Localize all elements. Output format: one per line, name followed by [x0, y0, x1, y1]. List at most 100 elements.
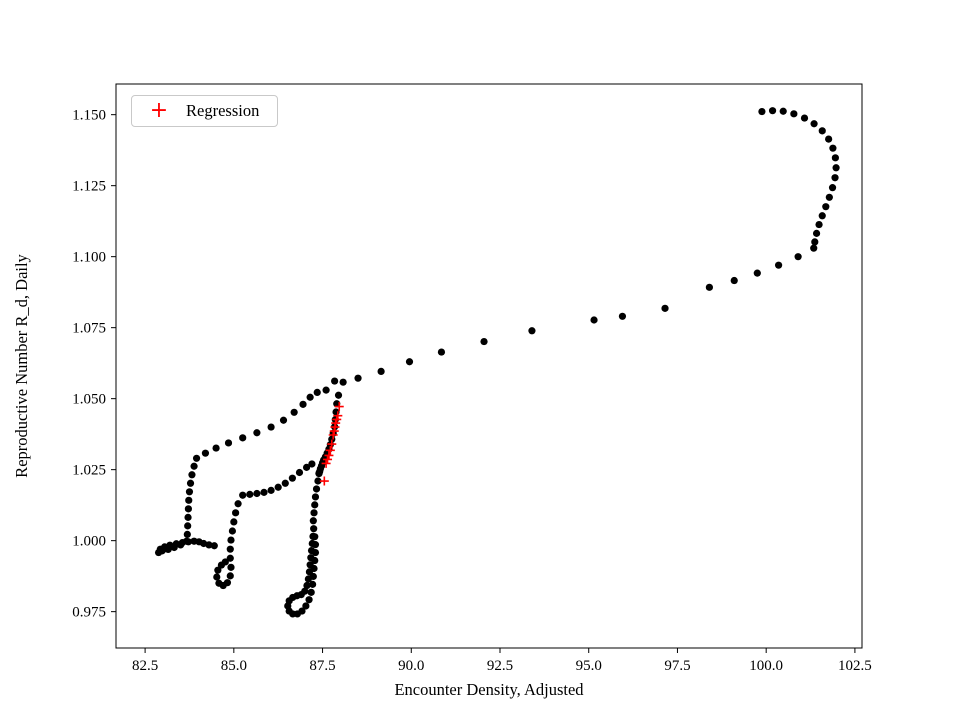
- data-point: [307, 554, 315, 562]
- data-point: [354, 374, 362, 382]
- data-point: [305, 596, 313, 604]
- data-point: [306, 561, 314, 569]
- data-point: [301, 587, 309, 595]
- data-point: [331, 377, 339, 385]
- data-point: [309, 580, 317, 588]
- data-point: [832, 164, 840, 172]
- data-point: [310, 525, 318, 533]
- regression-point: [319, 476, 329, 486]
- data-point: [228, 527, 237, 535]
- regression-point: [324, 450, 334, 460]
- data-point: [215, 579, 223, 587]
- data-point: [480, 337, 488, 346]
- data-point: [825, 193, 833, 201]
- data-point: [308, 539, 316, 548]
- data-point: [184, 538, 192, 546]
- legend: + Regression: [131, 95, 279, 127]
- data-point: [188, 471, 196, 479]
- data-point: [239, 434, 247, 442]
- data-point: [303, 581, 311, 590]
- y-tick-label: 1.150: [72, 108, 106, 124]
- data-point: [166, 541, 174, 549]
- regression-point: [323, 454, 333, 464]
- x-tick-label: 95.0: [576, 658, 602, 674]
- data-point: [279, 416, 288, 424]
- data-point: [322, 386, 330, 394]
- y-tick-label: 1.025: [72, 463, 106, 479]
- data-point: [302, 602, 310, 610]
- data-point: [214, 566, 222, 574]
- data-point: [260, 488, 268, 496]
- x-tick-label: 102.5: [838, 658, 872, 674]
- regression-plus-icon: +: [149, 98, 169, 123]
- data-point: [232, 509, 240, 517]
- x-tick-label: 85.0: [221, 658, 247, 674]
- x-tick-label: 87.5: [309, 658, 335, 674]
- data-point: [311, 501, 319, 509]
- data-point: [311, 493, 320, 501]
- data-point: [405, 358, 414, 366]
- data-point: [309, 532, 317, 540]
- data-point: [253, 489, 261, 498]
- data-point: [267, 423, 275, 431]
- data-point: [213, 573, 221, 581]
- data-point: [227, 536, 235, 544]
- data-point: [312, 485, 321, 493]
- data-point: [305, 568, 314, 576]
- data-point: [205, 541, 213, 549]
- regression-point: [328, 430, 338, 440]
- data-point: [828, 184, 837, 192]
- data-point: [224, 439, 233, 447]
- data-point: [274, 483, 282, 491]
- y-tick-label: 0.975: [72, 605, 106, 621]
- data-point: [226, 572, 234, 580]
- regression-point: [329, 426, 339, 436]
- data-point: [822, 203, 830, 211]
- data-point: [288, 474, 296, 482]
- data-point: [239, 491, 247, 499]
- data-point: [306, 393, 314, 401]
- data-point: [230, 518, 238, 526]
- data-point: [339, 378, 347, 386]
- data-point: [172, 540, 180, 548]
- data-point: [811, 238, 819, 246]
- data-point: [221, 558, 229, 566]
- data-point: [212, 444, 220, 452]
- y-tick-label: 1.075: [72, 321, 106, 337]
- data-point: [590, 316, 598, 324]
- data-point: [818, 212, 826, 220]
- data-point: [334, 391, 343, 399]
- data-point: [377, 367, 385, 375]
- data-point: [192, 454, 201, 462]
- data-point: [831, 174, 839, 182]
- data-point: [290, 408, 298, 416]
- data-point: [437, 348, 446, 356]
- data-point: [183, 530, 191, 539]
- data-point: [234, 500, 242, 508]
- y-axis: 0.975 1.000 1.025 1.050 1.075 1.100 1.125 1.150: [72, 108, 116, 621]
- data-point: [810, 120, 818, 128]
- data-point: [302, 463, 311, 471]
- regression-point: [334, 402, 344, 412]
- data-point: [812, 229, 821, 237]
- data-point: [618, 312, 627, 320]
- x-tick-label: 100.0: [749, 658, 783, 674]
- data-point: [815, 220, 823, 229]
- data-point: [528, 327, 536, 335]
- data-point: [310, 509, 318, 517]
- data-point: [246, 490, 254, 498]
- data-point: [184, 505, 192, 513]
- y-tick-label: 1.050: [72, 392, 106, 408]
- data-point: [253, 429, 261, 437]
- data-point: [281, 479, 289, 487]
- regression-point: [325, 445, 335, 455]
- data-point: [185, 496, 193, 504]
- data-point: [309, 517, 317, 525]
- data-point: [829, 144, 837, 152]
- axes-frame: [115, 83, 863, 649]
- data-point: [210, 542, 218, 550]
- data-point: [753, 269, 761, 277]
- plot-spines: [115, 83, 863, 649]
- x-tick-label: 82.5: [132, 658, 158, 674]
